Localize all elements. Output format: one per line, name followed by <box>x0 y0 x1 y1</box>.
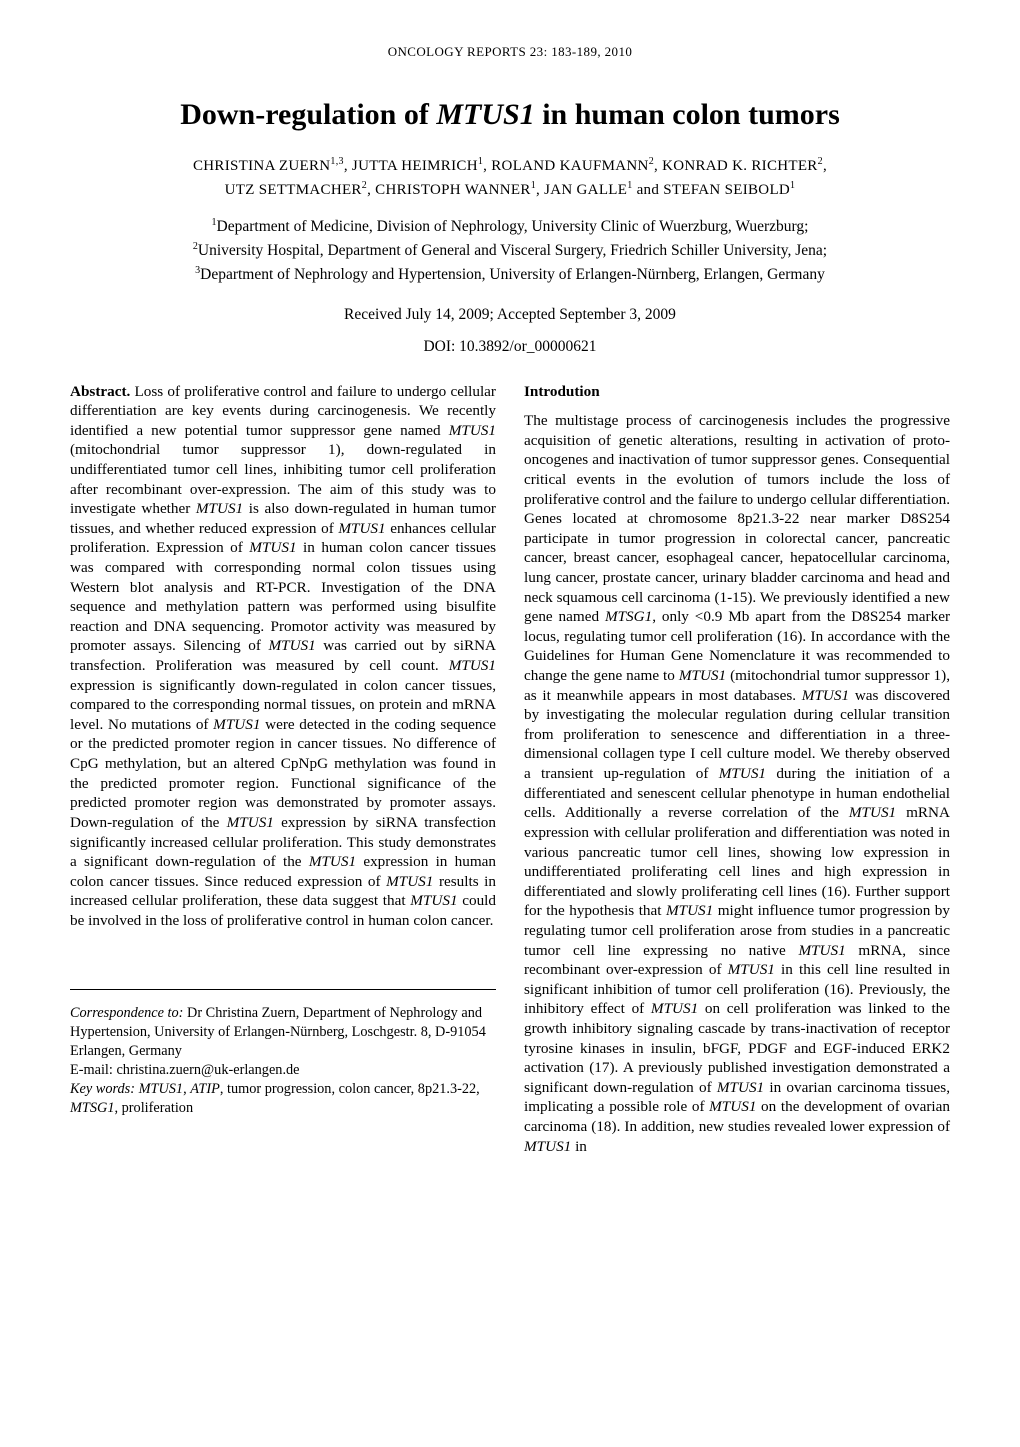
authors: CHRISTINA ZUERN1,3, JUTTA HEIMRICH 1 , ROL… <box>70 154 950 201</box>
article-title: Down-regulation of MTUS1 in human colon … <box>70 98 950 132</box>
keywords-label: Key words: <box>70 1081 139 1097</box>
author-5: UTZ SETTMACHER <box>225 182 362 198</box>
abs-g9: MTUS1 <box>309 853 356 870</box>
intro-g11: MTUS1 <box>709 1098 756 1115</box>
abstract-paragraph: Abstract. Loss of proliferative control … <box>70 382 496 931</box>
intro-g3: MTUS1 <box>802 687 849 704</box>
journal-citation: ONCOLOGY REPORTS 23: 183-189, 2010 <box>388 44 633 59</box>
abs-g2: MTUS1 <box>196 500 243 517</box>
author-and: and STEFAN SEIBOLD <box>633 182 791 198</box>
intro-g5: MTUS1 <box>849 804 896 821</box>
abs-g6: MTUS1 <box>449 657 496 674</box>
kw-g1: MTUS1 <box>139 1081 183 1097</box>
kw-t3: , proliferation <box>114 1100 193 1116</box>
page: ONCOLOGY REPORTS 23: 183-189, 2010 Down-… <box>0 0 1020 1200</box>
author-8-sup: 1 <box>790 180 795 191</box>
abs-g7: MTUS1 <box>213 716 260 733</box>
running-head: ONCOLOGY REPORTS 23: 183-189, 2010 <box>70 44 950 60</box>
abs-g3: MTUS1 <box>338 520 385 537</box>
kw-g2: ATIP <box>190 1081 220 1097</box>
introduction-paragraph: The multistage process of carcinogenesis… <box>524 411 950 1156</box>
author-3: , ROLAND KAUFMANN <box>483 158 649 174</box>
received-accepted-dates: Received July 14, 2009; Accepted Septemb… <box>70 306 950 324</box>
intro-t13: in <box>571 1138 587 1155</box>
correspondence-label: Correspondence to: <box>70 1005 183 1021</box>
intro-g4: MTUS1 <box>719 765 766 782</box>
intro-g9: MTUS1 <box>651 1000 698 1017</box>
abs-g8: MTUS1 <box>227 814 274 831</box>
introduction-heading: Introdution <box>524 382 950 402</box>
two-column-body: Abstract. Loss of proliferative control … <box>70 382 950 1157</box>
intro-g2: MTUS1 <box>679 667 726 684</box>
correspondence-email: christina.zuern@uk-erlangen.de <box>116 1062 299 1078</box>
correspondence: Correspondence to: Dr Christina Zuern, D… <box>70 1004 496 1080</box>
abs-g5: MTUS1 <box>268 637 315 654</box>
intro-g10: MTUS1 <box>717 1079 764 1096</box>
doi: DOI: 10.3892/or_00000621 <box>70 338 950 356</box>
intro-t1: The multistage process of carcinogenesis… <box>524 412 950 625</box>
abs-g11: MTUS1 <box>410 892 457 909</box>
kw-g3: MTSG1 <box>70 1100 114 1116</box>
author-1: CHRISTINA ZUERN <box>193 158 330 174</box>
abs-g10: MTUS1 <box>386 873 433 890</box>
author-4-sup: 2 <box>818 156 823 167</box>
email-label: E-mail: <box>70 1062 116 1078</box>
affiliations: 1Department of Medicine, Division of Nep… <box>70 215 950 288</box>
intro-g8: MTUS1 <box>728 961 775 978</box>
abstract-label: Abstract. <box>70 383 130 400</box>
author-6: , CHRISTOPH WANNER <box>367 182 531 198</box>
intro-g6: MTUS1 <box>666 902 713 919</box>
intro-g7: MTUS1 <box>798 942 845 959</box>
abs-t1: Loss of proliferative control and failur… <box>70 383 496 439</box>
intro-g12: MTUS1 <box>524 1138 571 1155</box>
intro-g1: MTSG1 <box>605 608 652 625</box>
title-post: in human colon tumors <box>535 98 840 131</box>
author-4: , KONRAD K. RICHTER <box>654 158 818 174</box>
abs-g4: MTUS1 <box>249 539 296 556</box>
author-7: , JAN GALLE <box>536 182 627 198</box>
author-2: , JUTTA HEIMRICH <box>344 158 478 174</box>
correspondence-rule <box>70 989 496 990</box>
title-gene: MTUS1 <box>436 98 534 131</box>
kw-t2: , tumor progression, colon cancer, 8p21.… <box>220 1081 480 1097</box>
affiliation-1: Department of Medicine, Division of Neph… <box>217 218 809 235</box>
affiliation-2: University Hospital, Department of Gener… <box>198 242 827 259</box>
correspondence-block: Correspondence to: Dr Christina Zuern, D… <box>70 989 496 1118</box>
abs-g1: MTUS1 <box>449 422 496 439</box>
author-1-sup: 1,3 <box>330 156 343 167</box>
title-pre: Down-regulation of <box>180 98 436 131</box>
affiliation-3: Department of Nephrology and Hypertensio… <box>200 267 825 284</box>
keywords: Key words: MTUS1, ATIP, tumor progressio… <box>70 1080 496 1118</box>
